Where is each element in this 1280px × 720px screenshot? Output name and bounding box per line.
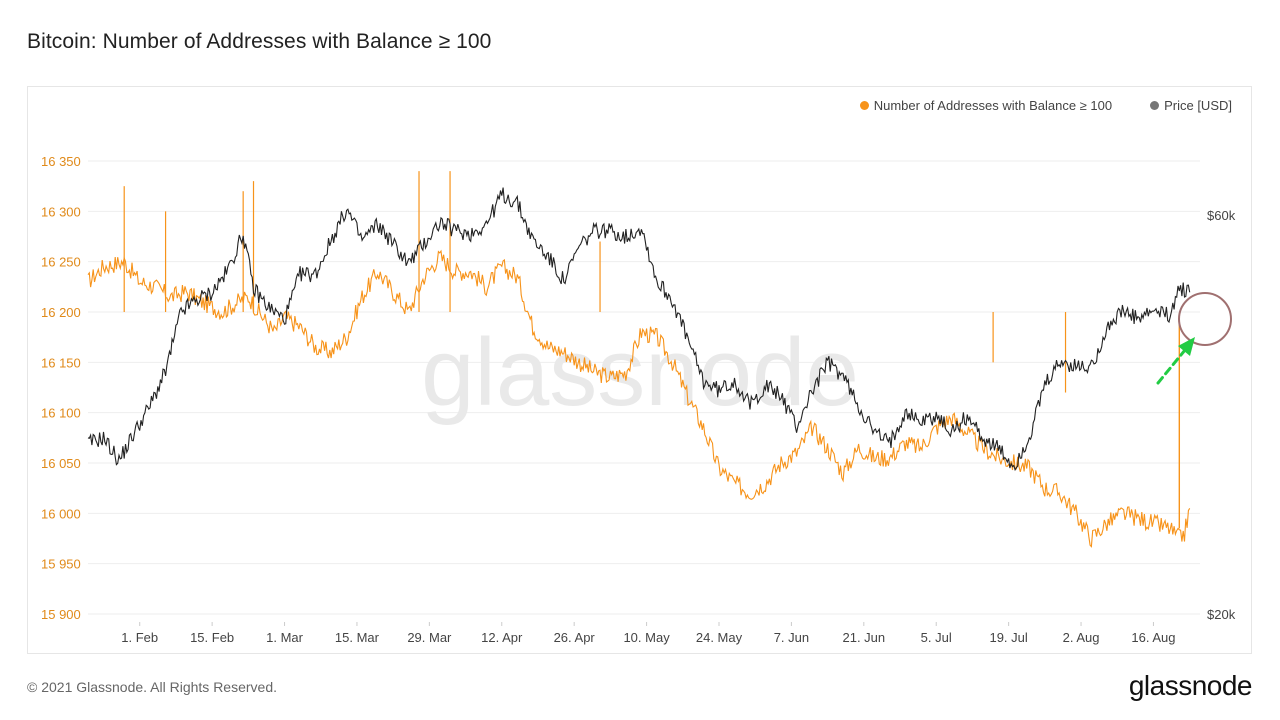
x-tick-label: 5. Jul xyxy=(921,630,952,645)
y-tick-label-left: 15 900 xyxy=(41,607,81,622)
y-tick-label-left: 16 000 xyxy=(41,506,81,521)
x-tick-label: 2. Aug xyxy=(1063,630,1100,645)
y-tick-label-left: 15 950 xyxy=(41,557,81,572)
y-tick-label-left: 16 150 xyxy=(41,355,81,370)
chart-legend: Number of Addresses with Balance ≥ 100 P… xyxy=(859,98,1232,113)
y-tick-label-left: 16 100 xyxy=(41,406,81,421)
annotation-arrow-head xyxy=(1178,337,1195,356)
x-tick-label: 16. Aug xyxy=(1131,630,1175,645)
legend-dot-price xyxy=(1150,101,1160,110)
x-tick-label: 19. Jul xyxy=(989,630,1027,645)
y-tick-label-left: 16 250 xyxy=(41,255,81,270)
y-tick-label-right: $60k xyxy=(1207,208,1236,223)
x-tick-label: 15. Mar xyxy=(335,630,380,645)
y-axis-left: 15 900 15 950 16 000 16 050 16 100 16 150 16 2… xyxy=(41,154,81,622)
legend-label-price: Price [USD] xyxy=(1164,98,1232,113)
x-tick-label: 1. Mar xyxy=(266,630,304,645)
y-tick-label-left: 16 200 xyxy=(41,305,81,320)
x-tick-label: 21. Jun xyxy=(842,630,885,645)
brand-logo[interactable]: glassnode xyxy=(1128,670,1253,701)
series-addresses-line xyxy=(87,249,1191,548)
y-tick-label-left: 16 300 xyxy=(41,204,81,219)
annotation-arrow-shaft xyxy=(1156,348,1187,385)
page-title: Bitcoin: Number of Addresses with Balanc… xyxy=(27,30,492,53)
y-tick-label-right: $20k xyxy=(1207,607,1236,622)
annotation-circle xyxy=(1178,292,1232,346)
series-layer xyxy=(87,171,1191,548)
y-tick-label-left: 16 350 xyxy=(41,154,81,169)
annotations xyxy=(1156,292,1232,385)
legend-dot-addresses xyxy=(859,101,869,110)
x-axis: 1. Feb 15. Feb 1. Mar 15. Mar 29. Mar 12. Apr… xyxy=(121,622,1176,645)
x-tick-label: 29. Mar xyxy=(407,630,452,645)
x-tick-label: 15. Feb xyxy=(190,630,234,645)
legend-item-price[interactable]: Price [USD] xyxy=(1150,98,1232,113)
chart-panel xyxy=(27,86,1252,654)
x-tick-label: 10. May xyxy=(623,630,670,645)
y-tick-label-left: 16 050 xyxy=(41,456,81,471)
legend-item-addresses[interactable]: Number of Addresses with Balance ≥ 100 xyxy=(859,98,1113,113)
x-tick-label: 26. Apr xyxy=(554,630,596,645)
x-tick-label: 1. Feb xyxy=(121,630,158,645)
x-tick-label: 24. May xyxy=(696,630,743,645)
series-price-line xyxy=(87,187,1191,472)
x-tick-label: 12. Apr xyxy=(481,630,523,645)
copyright-text: © 2021 Glassnode. All Rights Reserved. xyxy=(27,679,278,695)
legend-label-addresses: Number of Addresses with Balance ≥ 100 xyxy=(873,98,1113,113)
x-tick-label: 7. Jun xyxy=(774,630,809,645)
y-axis-right: $20k $60k xyxy=(1207,208,1236,622)
